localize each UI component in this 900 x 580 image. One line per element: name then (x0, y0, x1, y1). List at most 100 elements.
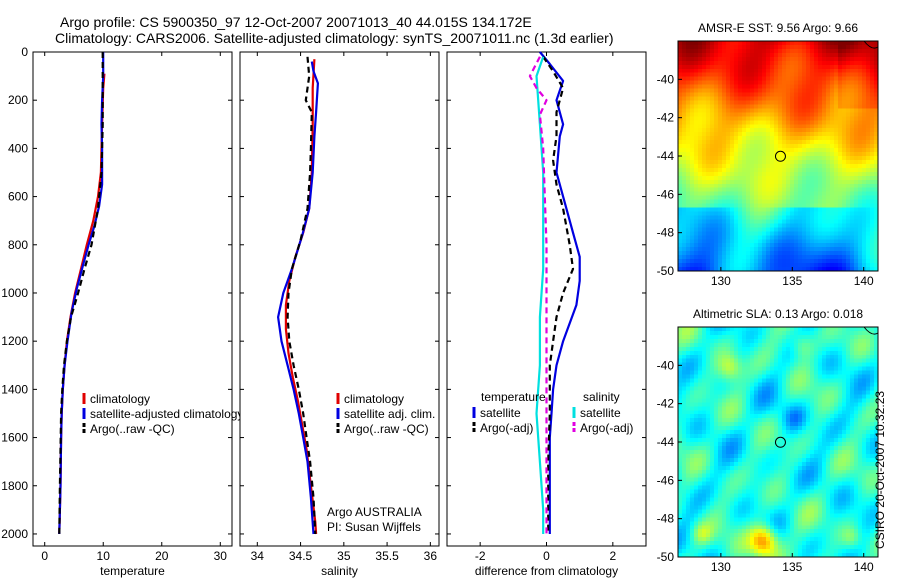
heatmap-cell (714, 267, 719, 272)
heatmap-cell (786, 211, 791, 217)
heatmap-cell (846, 259, 851, 264)
heatmap-cell (834, 140, 839, 145)
heatmap-cell (762, 382, 767, 388)
y-tick-label: -50 (657, 264, 675, 278)
heatmap-cell (682, 231, 687, 236)
heatmap-cell (770, 124, 775, 129)
heatmap-cell (690, 219, 695, 225)
heatmap-cell (834, 442, 839, 447)
heatmap-cell (702, 136, 707, 141)
heatmap-cell (734, 167, 739, 173)
heatmap-cell (778, 72, 783, 78)
heatmap-cell (858, 223, 863, 228)
heatmap-cell (770, 171, 775, 177)
heatmap-cell (778, 92, 783, 98)
heatmap-cell (738, 136, 743, 141)
heatmap-cell (770, 449, 775, 455)
heatmap-cell (774, 136, 779, 141)
heatmap-cell (698, 354, 703, 360)
y-tick-label: 2000 (1, 527, 28, 541)
heatmap-cell (750, 195, 755, 201)
heatmap-cell (682, 473, 687, 479)
heatmap-cell (754, 235, 759, 240)
heatmap-cell (798, 243, 803, 248)
heatmap-cell (858, 374, 863, 380)
heatmap-cell (790, 223, 795, 228)
heatmap-cell (810, 342, 815, 348)
heatmap-cell (874, 398, 879, 403)
heatmap-cell (786, 358, 791, 364)
heatmap-cell (762, 410, 767, 415)
heatmap-cell (758, 144, 763, 149)
heatmap-cell (798, 239, 803, 244)
heatmap-cell (766, 334, 771, 340)
heatmap-cell (706, 247, 711, 252)
heatmap-cell (786, 370, 791, 376)
heatmap-cell (730, 167, 735, 173)
heatmap-cell (774, 358, 779, 364)
heatmap-cell (794, 453, 799, 459)
heatmap-cell (806, 267, 811, 272)
heatmap-cell (742, 231, 747, 236)
heatmap-cell (734, 136, 739, 141)
heatmap-cell (802, 179, 807, 185)
heatmap-cell (770, 203, 775, 209)
heatmap-cell (798, 60, 803, 66)
heatmap-cell (830, 386, 835, 392)
heatmap-cell (838, 223, 843, 228)
heatmap-cell (774, 378, 779, 384)
heatmap-cell (782, 334, 787, 340)
heatmap-cell (866, 374, 871, 380)
heatmap-cell (710, 84, 715, 90)
heatmap-cell (734, 144, 739, 149)
heatmap-cell (754, 207, 759, 213)
heatmap-cell (782, 80, 787, 86)
heatmap-cell (770, 120, 775, 125)
heatmap-cell (814, 330, 819, 336)
heatmap-cell (790, 199, 795, 205)
heatmap-cell (678, 251, 683, 256)
heatmap-cell (846, 100, 851, 106)
heatmap-cell (710, 148, 715, 153)
heatmap-cell (802, 267, 807, 272)
heatmap-cell (706, 445, 711, 451)
heatmap-cell (682, 80, 687, 86)
heatmap-cell (842, 187, 847, 193)
heatmap-cell (826, 56, 831, 62)
heatmap-cell (698, 56, 703, 62)
heatmap-cell (782, 267, 787, 272)
heatmap-cell (682, 116, 687, 121)
heatmap-cell (858, 410, 863, 415)
heatmap-cell (762, 203, 767, 209)
heatmap-cell (758, 422, 763, 427)
heatmap-cell (862, 438, 867, 443)
heatmap-cell (758, 243, 763, 248)
heatmap-cell (762, 124, 767, 129)
heatmap-cell (806, 255, 811, 260)
heatmap-cell (766, 251, 771, 256)
heatmap-cell (758, 72, 763, 78)
heatmap-cell (814, 239, 819, 244)
heatmap-cell (802, 235, 807, 240)
heatmap-cell (702, 346, 707, 352)
heatmap-cell (862, 191, 867, 197)
heatmap-cell (714, 171, 719, 177)
heatmap-cell (722, 152, 727, 157)
heatmap-cell (754, 414, 759, 419)
heatmap-cell (770, 370, 775, 376)
heatmap-cell (690, 235, 695, 240)
heatmap-cell (858, 104, 863, 110)
heatmap-cell (862, 56, 867, 62)
heatmap-cell (874, 144, 879, 149)
heatmap-cell (738, 44, 743, 50)
heatmap-cell (834, 175, 839, 181)
heatmap-cell (686, 68, 691, 74)
heatmap-cell (846, 219, 851, 225)
heatmap-cell (698, 422, 703, 427)
heatmap-cell (854, 76, 859, 82)
heatmap-cell (698, 132, 703, 137)
heatmap-cell (690, 76, 695, 82)
heatmap-cell (830, 124, 835, 129)
heatmap-cell (826, 263, 831, 268)
